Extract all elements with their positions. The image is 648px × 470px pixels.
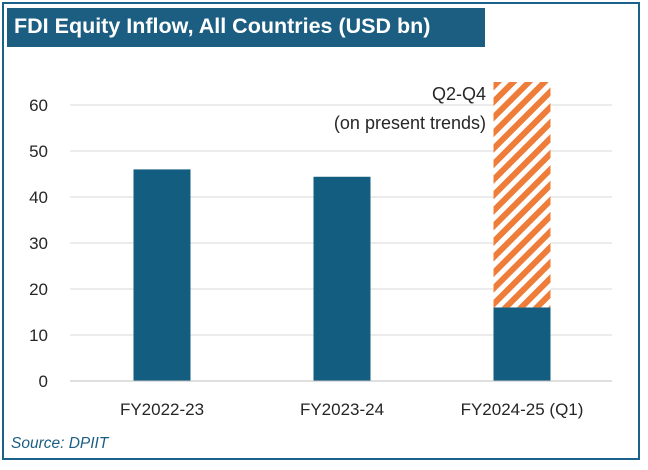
y-tick-label: 10 <box>29 326 48 345</box>
bars <box>133 82 551 381</box>
annotation-q2-q4: Q2-Q4 <box>432 84 486 104</box>
bar-1 <box>133 169 191 381</box>
bar-2 <box>313 176 371 381</box>
y-tick-label: 60 <box>29 96 48 115</box>
y-tick-label: 40 <box>29 188 48 207</box>
y-tick-label: 0 <box>39 372 48 391</box>
x-tick-label: FY2022-23 <box>120 400 204 419</box>
projection-bar-3 <box>493 82 551 308</box>
bar-3 <box>493 307 551 381</box>
source-note: Source: DPIIT <box>11 435 109 452</box>
y-tick-label: 20 <box>29 280 48 299</box>
y-tick-label: 50 <box>29 142 48 161</box>
axes: 0 10 20 30 40 50 60 FY2022-23 FY2023-24 FY2024-25… <box>29 96 612 419</box>
y-tick-label: 30 <box>29 234 48 253</box>
annotation-present-trends: (on present trends) <box>334 113 486 133</box>
x-tick-label: FY2023-24 <box>300 400 384 419</box>
chart-title: FDI Equity Inflow, All Countries (USD bn… <box>7 8 485 47</box>
x-tick-label: FY2024-25 (Q1) <box>461 400 584 419</box>
